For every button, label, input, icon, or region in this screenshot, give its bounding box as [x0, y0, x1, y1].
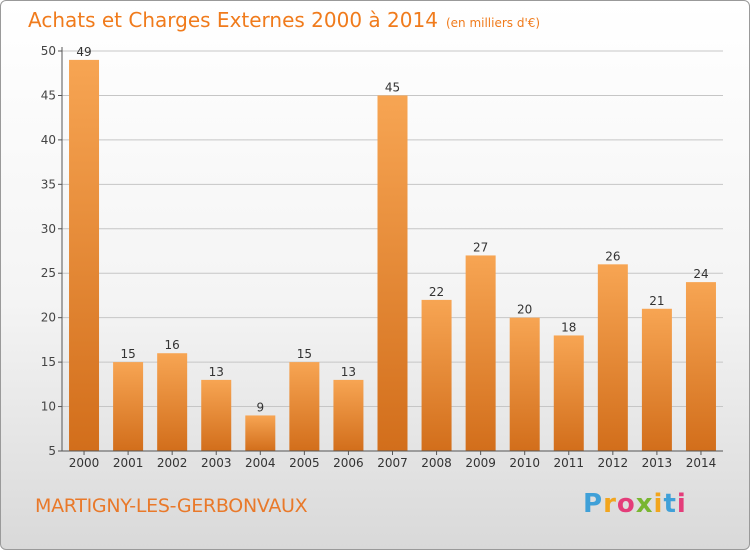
data-label: 22 — [429, 285, 444, 299]
chart-subtitle: (en milliers d'€) — [445, 16, 541, 30]
y-tick-label: 35 — [41, 177, 56, 191]
x-tick-label: 2009 — [465, 456, 496, 470]
data-label: 20 — [517, 303, 532, 317]
data-label: 18 — [561, 320, 576, 334]
bar — [289, 362, 320, 451]
x-tick-label: 2005 — [289, 456, 320, 470]
x-tick-label: 2012 — [598, 456, 629, 470]
proxiti-logo: Proxiti — [583, 489, 687, 519]
x-tick-label: 2008 — [421, 456, 452, 470]
x-tick-label: 2001 — [113, 456, 144, 470]
x-tick-label: 2011 — [553, 456, 584, 470]
bar — [597, 264, 628, 451]
y-tick-label: 50 — [41, 44, 56, 58]
logo-letter: x — [635, 489, 654, 519]
logo-letter: t — [663, 489, 677, 519]
bar — [685, 282, 716, 451]
y-tick-label: 20 — [41, 311, 56, 325]
logo-letter: o — [616, 489, 636, 519]
data-label: 16 — [165, 338, 180, 352]
bar — [465, 255, 496, 451]
bar — [509, 317, 540, 451]
bar — [157, 353, 188, 451]
data-label: 13 — [209, 365, 224, 379]
data-label: 27 — [473, 240, 488, 254]
data-label: 49 — [76, 45, 91, 59]
axes — [58, 47, 723, 455]
y-tick-label: 30 — [41, 222, 56, 236]
x-tick-label: 2006 — [333, 456, 364, 470]
title-line: Achats et Charges Externes 2000 à 2014 (e… — [28, 8, 540, 32]
bar — [553, 335, 584, 451]
bars — [69, 59, 716, 452]
data-label: 15 — [297, 347, 312, 361]
x-tick-label: 2004 — [245, 456, 276, 470]
x-tick-label: 2002 — [157, 456, 188, 470]
place-name: MARTIGNY-LES-GERBONVAUX — [35, 495, 308, 517]
bar — [333, 379, 364, 451]
bar — [201, 379, 232, 451]
bar — [377, 95, 408, 451]
bar — [641, 308, 672, 451]
logo-letter: r — [603, 489, 617, 519]
x-tick-label: 2013 — [642, 456, 673, 470]
bar — [69, 59, 100, 452]
y-tick-label: 25 — [41, 266, 56, 280]
bar — [421, 299, 452, 451]
chart-title: Achats et Charges Externes 2000 à 2014 — [28, 8, 438, 32]
data-label: 9 — [256, 400, 264, 414]
y-tick-label: 10 — [41, 400, 56, 414]
bar — [245, 415, 276, 451]
x-tick-label: 2003 — [201, 456, 232, 470]
data-label: 45 — [385, 80, 400, 94]
y-tick-label: 5 — [48, 444, 56, 458]
x-tick-label: 2010 — [509, 456, 540, 470]
data-label: 15 — [120, 347, 135, 361]
y-tick-label: 15 — [41, 355, 56, 369]
y-tick-label: 45 — [41, 88, 56, 102]
data-label: 26 — [605, 249, 620, 263]
labels: 5 10 15 20 25 30 35 40 45 50 49 2000 15 2001 16 2002 13 2… — [41, 44, 717, 470]
x-tick-label: 2007 — [377, 456, 408, 470]
bar — [113, 362, 144, 451]
y-tick-label: 40 — [41, 133, 56, 147]
logo-letter: i — [653, 489, 664, 519]
x-tick-label: 2014 — [686, 456, 717, 470]
x-tick-label: 2000 — [69, 456, 100, 470]
logo-letter: i — [676, 489, 687, 519]
data-label: 13 — [341, 365, 356, 379]
logo-letter: P — [583, 489, 604, 519]
data-label: 21 — [649, 294, 664, 308]
data-label: 24 — [693, 267, 708, 281]
